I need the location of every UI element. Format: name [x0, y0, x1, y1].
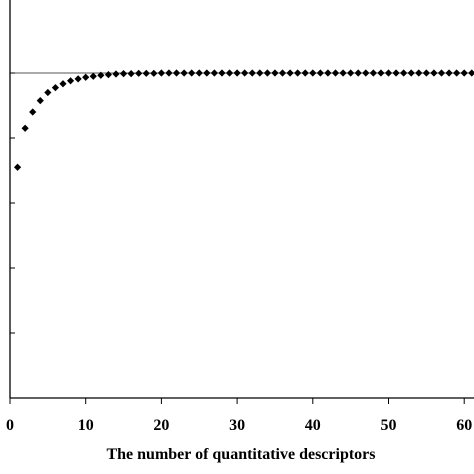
data-point [392, 69, 400, 77]
data-point [104, 71, 113, 79]
x-tick-label: 20 [153, 417, 169, 434]
data-point [384, 69, 393, 77]
data-point [362, 69, 370, 77]
data-point [301, 69, 309, 77]
x-tick-label: 30 [229, 417, 245, 434]
data-point [278, 69, 287, 77]
data-point [241, 69, 249, 77]
data-point [316, 69, 324, 77]
x-ticks: 0 10 20 30 40 50 60 [6, 398, 472, 434]
data-point [51, 84, 60, 92]
data-point [66, 77, 75, 85]
data-point [89, 72, 97, 80]
data-points [13, 69, 474, 171]
data-point [195, 69, 203, 77]
data-point [44, 88, 52, 97]
y-ticks [10, 72, 15, 334]
x-tick-label: 50 [381, 417, 397, 434]
data-point [453, 69, 461, 77]
data-point [172, 69, 181, 77]
data-point [150, 69, 158, 77]
data-point [119, 70, 128, 78]
data-point [135, 69, 143, 77]
data-point [369, 69, 377, 77]
data-point [157, 69, 165, 77]
data-point [377, 69, 385, 77]
data-point [415, 69, 423, 77]
data-point [165, 69, 173, 77]
data-point [36, 97, 44, 105]
x-tick-label: 60 [456, 417, 472, 434]
data-point [407, 69, 415, 77]
data-point [203, 69, 211, 77]
data-point [21, 124, 29, 132]
x-tick-label: 0 [6, 417, 14, 434]
data-point [218, 69, 226, 77]
data-point [13, 163, 22, 171]
data-point [437, 69, 446, 77]
data-point [263, 69, 271, 77]
data-point [271, 69, 279, 77]
data-point [422, 69, 430, 77]
x-axis-label: The number of quantitative descriptors [106, 446, 375, 463]
data-point [347, 69, 355, 77]
data-point [445, 69, 453, 77]
data-point [225, 69, 234, 77]
data-point [74, 75, 82, 83]
data-point [400, 69, 408, 77]
data-point [286, 69, 294, 77]
data-point [354, 69, 362, 77]
data-point [188, 69, 196, 77]
data-point [127, 70, 135, 78]
data-point [309, 69, 317, 77]
data-point [331, 69, 340, 77]
data-point [142, 69, 150, 77]
data-point [324, 69, 332, 77]
x-tick-label: 10 [78, 417, 94, 434]
data-point [248, 69, 256, 77]
data-point [233, 69, 241, 77]
data-point [97, 71, 105, 79]
x-tick-label: 40 [305, 417, 321, 434]
data-point [82, 73, 90, 81]
data-point [180, 69, 188, 77]
data-point [430, 69, 438, 77]
data-point [29, 108, 37, 116]
data-point [339, 69, 347, 77]
data-point [460, 69, 468, 77]
data-point [256, 69, 264, 77]
data-point [210, 69, 218, 77]
data-point [468, 69, 474, 77]
data-point [112, 70, 120, 78]
data-point [294, 69, 302, 77]
data-point [59, 80, 67, 88]
